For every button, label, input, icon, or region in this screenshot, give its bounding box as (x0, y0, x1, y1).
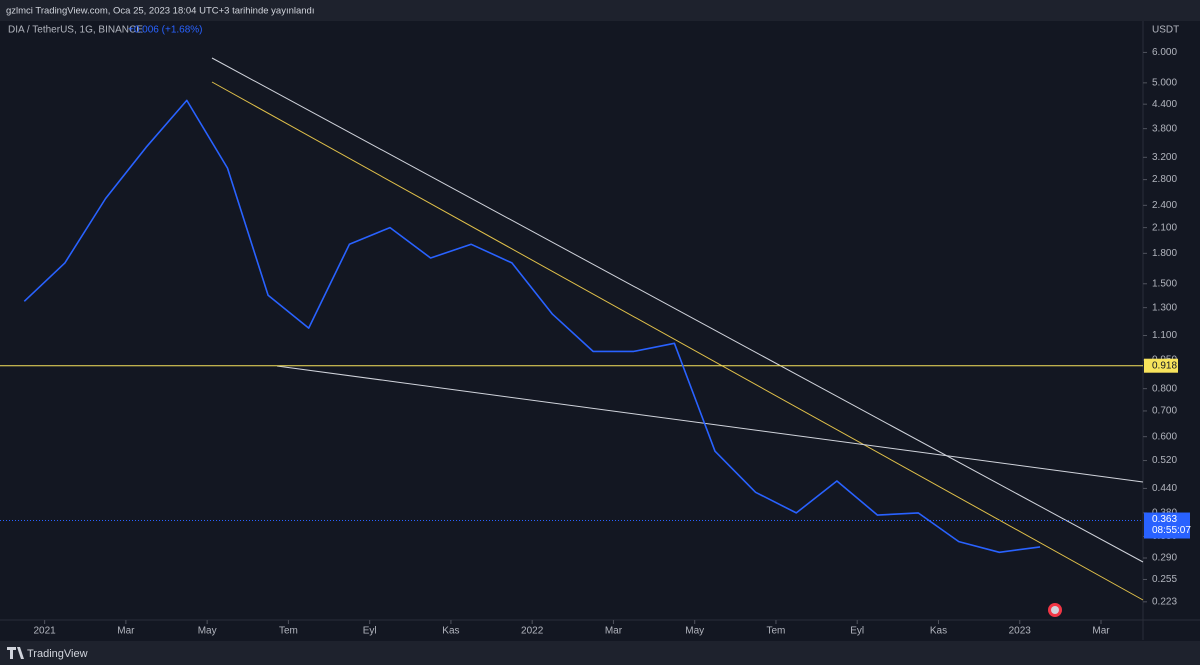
y-tick-label: 0.290 (1152, 553, 1177, 564)
x-tick-label: 2021 (34, 626, 57, 637)
y-tick-label: 5.000 (1152, 77, 1177, 88)
change: +0.006 (+1.68%) (128, 25, 203, 36)
currency: USDT (1152, 25, 1179, 36)
x-tick-label: Mar (117, 626, 135, 637)
x-tick-label: Eyl (363, 626, 377, 637)
hline-label: 0.918 (1152, 360, 1177, 371)
x-tick-label: May (685, 626, 704, 637)
last-price-box (1144, 512, 1190, 539)
footer-bar (0, 641, 1200, 665)
y-tick-label: 0.440 (1152, 483, 1177, 494)
symbol-legend: DIA / TetherUS, 1G, BINANCE (8, 25, 143, 36)
y-tick-label: 2.800 (1152, 174, 1177, 185)
y-tick-label: 4.400 (1152, 99, 1177, 110)
x-tick-label: Kas (930, 626, 947, 637)
publisher: gzlmci TradingView.com, Oca 25, 2023 18:… (6, 6, 314, 17)
x-tick-label: Mar (1092, 626, 1110, 637)
hline-label-box (1144, 358, 1178, 373)
y-tick-label: 3.800 (1152, 123, 1177, 134)
trend-line (211, 81, 1144, 601)
x-tick-label: May (198, 626, 217, 637)
trend-line (276, 365, 1144, 483)
y-tick-label: 0.600 (1152, 431, 1177, 442)
y-tick-label: 3.200 (1152, 152, 1177, 163)
x-tick-label: Tem (279, 626, 298, 637)
x-tick-label: Mar (605, 626, 623, 637)
y-tick-label: 0.700 (1152, 406, 1177, 417)
countdown: 08:55:07 (1152, 525, 1191, 536)
y-tick-label: 6.000 (1152, 47, 1177, 58)
x-tick-label: Tem (767, 626, 786, 637)
y-tick-label: 0.800 (1152, 383, 1177, 394)
y-tick-label: 1.500 (1152, 278, 1177, 289)
trend-line (211, 57, 1144, 563)
y-tick-label: 1.300 (1152, 302, 1177, 313)
y-tick-label: 2.100 (1152, 222, 1177, 233)
y-tick-label: 1.100 (1152, 330, 1177, 341)
x-tick-label: Eyl (850, 626, 864, 637)
header-bar (0, 0, 1200, 21)
event-icon (1051, 606, 1059, 614)
y-tick-label: 2.400 (1152, 200, 1177, 211)
last-price-label: 0.363 (1152, 514, 1177, 525)
y-tick-label: 1.800 (1152, 248, 1177, 259)
y-tick-label: 0.520 (1152, 455, 1177, 466)
x-tick-label: Kas (442, 626, 459, 637)
y-tick-label: 0.255 (1152, 574, 1177, 585)
y-tick-label: 0.223 (1152, 596, 1177, 607)
x-tick-label: 2023 (1009, 626, 1032, 637)
brand: TradingView (27, 648, 88, 660)
price-line (23, 99, 1041, 554)
logo (7, 647, 24, 659)
x-tick-label: 2022 (521, 626, 544, 637)
